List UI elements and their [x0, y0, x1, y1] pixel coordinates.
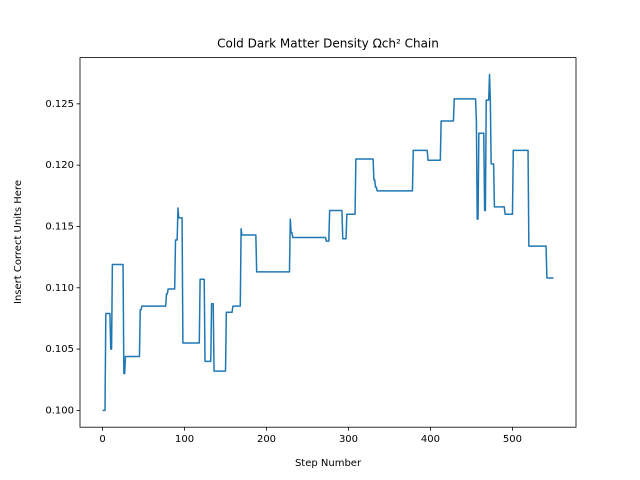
x-tick-label: 500 — [503, 434, 522, 445]
y-tick-label: 0.120 — [45, 160, 74, 171]
x-tick-label: 200 — [257, 434, 276, 445]
y-tick-label: 0.110 — [45, 283, 74, 294]
y-tick-label: 0.105 — [45, 344, 74, 355]
x-tick-label: 400 — [421, 434, 440, 445]
x-tick-label: 0 — [99, 434, 105, 445]
data-line — [102, 73, 554, 412]
x-tick-label: 100 — [175, 434, 194, 445]
x-tick-label: 300 — [339, 434, 358, 445]
y-tick-label: 0.115 — [45, 221, 74, 232]
plot-frame — [79, 57, 577, 428]
y-tick-label: 0.125 — [45, 99, 74, 110]
chart-title: Cold Dark Matter Density Ωch² Chain — [217, 37, 439, 51]
y-axis-label: Insert Correct Units Here — [13, 180, 24, 304]
x-axis-label: Step Number — [295, 458, 362, 469]
y-tick-label: 0.100 — [45, 405, 74, 416]
